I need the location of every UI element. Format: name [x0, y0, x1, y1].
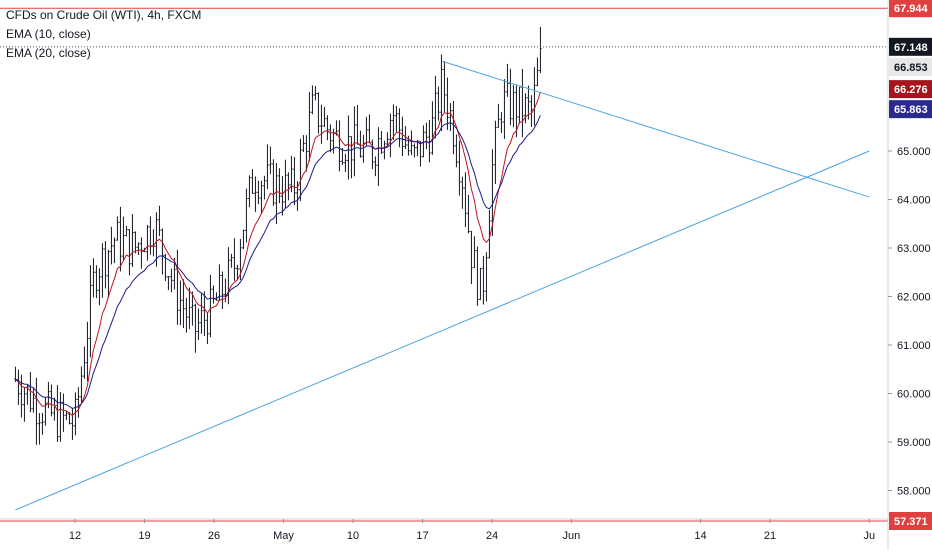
y-tick-label: 60.000 — [897, 389, 931, 401]
y-tick-label: 64.000 — [897, 195, 931, 207]
y-tick-label: 63.000 — [897, 243, 931, 255]
trendline — [15, 150, 870, 511]
x-tick-label: 26 — [208, 530, 220, 542]
drawing-layer — [0, 7, 888, 522]
price-badges: 67.944 67.148 66.853 66.276 65.863 57.371 — [889, 0, 932, 531]
badge-low-line-bg — [889, 512, 932, 531]
y-tick-label: 62.000 — [897, 292, 931, 304]
x-tick-label: 14 — [694, 530, 706, 542]
y-tick-label: 58.000 — [897, 486, 931, 498]
x-tick-label: 24 — [486, 530, 498, 542]
y-tick-label: 61.000 — [897, 340, 931, 352]
y-tick-label: 59.000 — [897, 437, 931, 449]
badge-ema-10-text: 66.276 — [894, 84, 928, 96]
legend-ema-20: EMA (20, close) — [6, 46, 91, 60]
chart-legend: CFDs on Crude Oil (WTI), 4h, FXCM EMA (1… — [6, 6, 201, 63]
x-tick-label: Ju — [863, 530, 875, 542]
x-tick-label: Jun — [563, 530, 581, 542]
trendline — [442, 60, 870, 198]
legend-title: CFDs on Crude Oil (WTI), 4h, FXCM — [6, 8, 202, 22]
x-tick-label: 21 — [764, 530, 776, 542]
badge-prev-price-text: 66.853 — [894, 62, 928, 74]
ema-layer — [15, 91, 541, 417]
badge-low-line-text: 57.371 — [894, 516, 928, 528]
badge-prev-price-bg — [889, 57, 932, 76]
y-tick-label: 65.000 — [897, 146, 931, 158]
badge-last-price-bg — [889, 37, 932, 56]
badge-ema-10-bg — [889, 80, 932, 99]
ema-10-line — [15, 91, 541, 417]
badge-high-line-text: 67.944 — [894, 3, 929, 15]
badge-ema-20-text: 65.863 — [894, 104, 928, 116]
legend-ema-10: EMA (10, close) — [6, 27, 91, 41]
x-tick-label: 19 — [138, 530, 150, 542]
badge-ema-20-bg — [889, 100, 932, 119]
badge-high-line-bg — [889, 0, 932, 18]
x-tick-label: 10 — [347, 530, 359, 542]
x-tick-label: 17 — [416, 530, 428, 542]
ema-20-line — [15, 115, 541, 409]
x-tick-label: May — [273, 530, 294, 542]
badge-last-price-text: 67.148 — [894, 42, 928, 54]
x-tick-label: 12 — [69, 530, 81, 542]
